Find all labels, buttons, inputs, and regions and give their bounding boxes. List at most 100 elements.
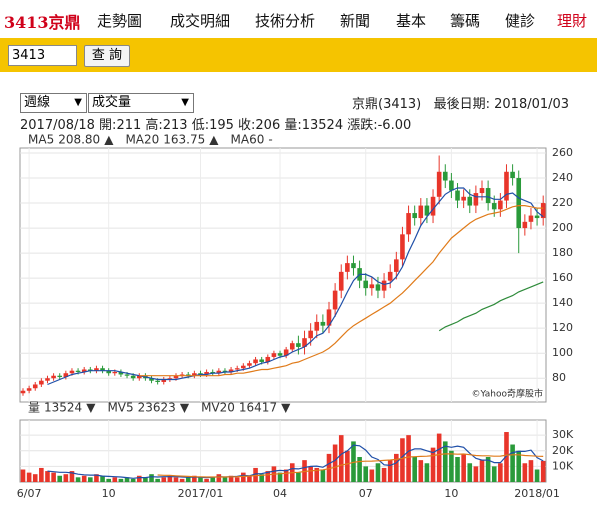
- volume-bar: [192, 475, 197, 482]
- candle-body: [528, 215, 534, 222]
- period-select[interactable]: 週線 ▼: [20, 93, 87, 113]
- candle-body: [94, 368, 99, 371]
- y-tick-label: 180: [552, 246, 573, 259]
- volume-bar: [124, 477, 130, 482]
- legend-label: MA60: [231, 133, 265, 147]
- volume-bar: [149, 474, 154, 482]
- candle-body: [491, 203, 497, 210]
- volume-bar: [167, 475, 173, 482]
- candle-body: [179, 374, 185, 376]
- volume-bar: [504, 432, 509, 482]
- candle-body: [540, 203, 546, 219]
- volume-bar: [106, 478, 111, 482]
- candle-body: [51, 375, 56, 379]
- nav-item[interactable]: 籌碼: [450, 12, 481, 30]
- candle-body: [185, 374, 191, 376]
- x-tick-label: 6/07: [17, 487, 42, 500]
- volume-bar: [20, 469, 26, 482]
- volume-bar: [69, 471, 75, 482]
- candle-body: [149, 378, 154, 381]
- nav-bar: 3413京鼎 走勢圖 成交明細 技術分析 新聞 基本 籌碼 健診 理財: [0, 0, 597, 38]
- candle-body: [136, 375, 142, 379]
- nav-item[interactable]: 新聞: [340, 12, 371, 30]
- candle-body: [100, 368, 105, 371]
- search-input[interactable]: 3413: [8, 45, 77, 66]
- candle-body: [283, 349, 289, 356]
- nav-item[interactable]: 理財: [557, 12, 588, 30]
- candle-body: [63, 373, 69, 377]
- candle-body: [332, 290, 338, 310]
- candle-body: [192, 373, 197, 376]
- volume-bar: [204, 478, 209, 482]
- volume-bar: [485, 457, 491, 482]
- search-button[interactable]: 查 詢: [84, 45, 130, 67]
- candle-body: [534, 215, 540, 219]
- volume-bar: [320, 469, 326, 482]
- x-tick-label: 10: [102, 487, 116, 500]
- volume-bar: [247, 475, 252, 482]
- candle-body: [204, 371, 209, 375]
- volume-bar: [222, 477, 228, 482]
- volume-bar: [528, 460, 534, 482]
- volume-bar: [326, 453, 332, 482]
- volume-bar: [308, 466, 313, 482]
- volume-bar: [112, 477, 118, 482]
- brand[interactable]: 3413京鼎: [4, 13, 81, 32]
- candle-body: [57, 375, 63, 377]
- volume-bar: [394, 453, 399, 482]
- volume-bar: [136, 475, 142, 482]
- candle-body: [442, 171, 448, 181]
- dropdown-arrow: ▼: [74, 97, 82, 108]
- ma-line: [438, 281, 544, 332]
- candle-body: [75, 370, 81, 372]
- volume-bar: [357, 457, 362, 482]
- candle-body: [400, 234, 405, 260]
- volume-bar: [424, 463, 430, 482]
- bar-detail: 2017/08/18 開:211 高:213 低:195 收:206 量:135…: [20, 118, 412, 133]
- volume-bar: [461, 453, 466, 482]
- volume-bar: [143, 477, 148, 482]
- volume-bar: [259, 474, 264, 482]
- candle-body: [320, 321, 326, 326]
- y-tick-label: 80: [552, 371, 566, 384]
- candle-body: [45, 378, 50, 381]
- candle-body: [406, 213, 411, 235]
- ma-line: [47, 187, 544, 386]
- volume-bar: [45, 471, 50, 482]
- volume-bar: [173, 477, 179, 482]
- y-tick-label: 10K: [552, 459, 574, 472]
- volume-bar: [228, 475, 234, 482]
- nav-item[interactable]: 技術分析: [255, 12, 316, 30]
- candle-body: [118, 371, 124, 375]
- volume-bar: [216, 474, 222, 482]
- dropdown-arrow: ▼: [181, 97, 189, 108]
- volume-bar: [39, 467, 44, 482]
- volume-bar: [400, 438, 405, 482]
- volume-bar: [234, 477, 240, 482]
- indicator-select[interactable]: 成交量 ▼: [88, 93, 194, 113]
- nav-item[interactable]: 基本: [396, 12, 427, 30]
- plot-frame: [19, 147, 547, 403]
- volume-bar: [534, 469, 540, 482]
- x-tick-label: 07: [359, 487, 373, 500]
- legend-arrow: ▼: [281, 401, 291, 415]
- volume-bar: [32, 474, 38, 482]
- nav-item[interactable]: 健診: [505, 12, 536, 30]
- legend-label: MA5: [28, 133, 54, 147]
- nav-item[interactable]: 成交明細: [170, 12, 231, 30]
- y-tick-label: 100: [552, 346, 573, 359]
- candle-body: [522, 221, 528, 229]
- candle-body: [173, 375, 179, 379]
- legend-value: 23623: [138, 401, 176, 415]
- candle-body: [485, 188, 491, 204]
- volume-bar: [155, 478, 160, 482]
- candle-body: [69, 370, 75, 374]
- volume-bar: [277, 472, 283, 482]
- volume-bar: [418, 460, 424, 482]
- x-tick-label: 04: [273, 487, 287, 500]
- legend-arrow: ▲: [104, 133, 114, 147]
- volume-bar: [498, 463, 503, 482]
- candle-body: [247, 363, 252, 366]
- nav-item[interactable]: 走勢圖: [97, 12, 143, 30]
